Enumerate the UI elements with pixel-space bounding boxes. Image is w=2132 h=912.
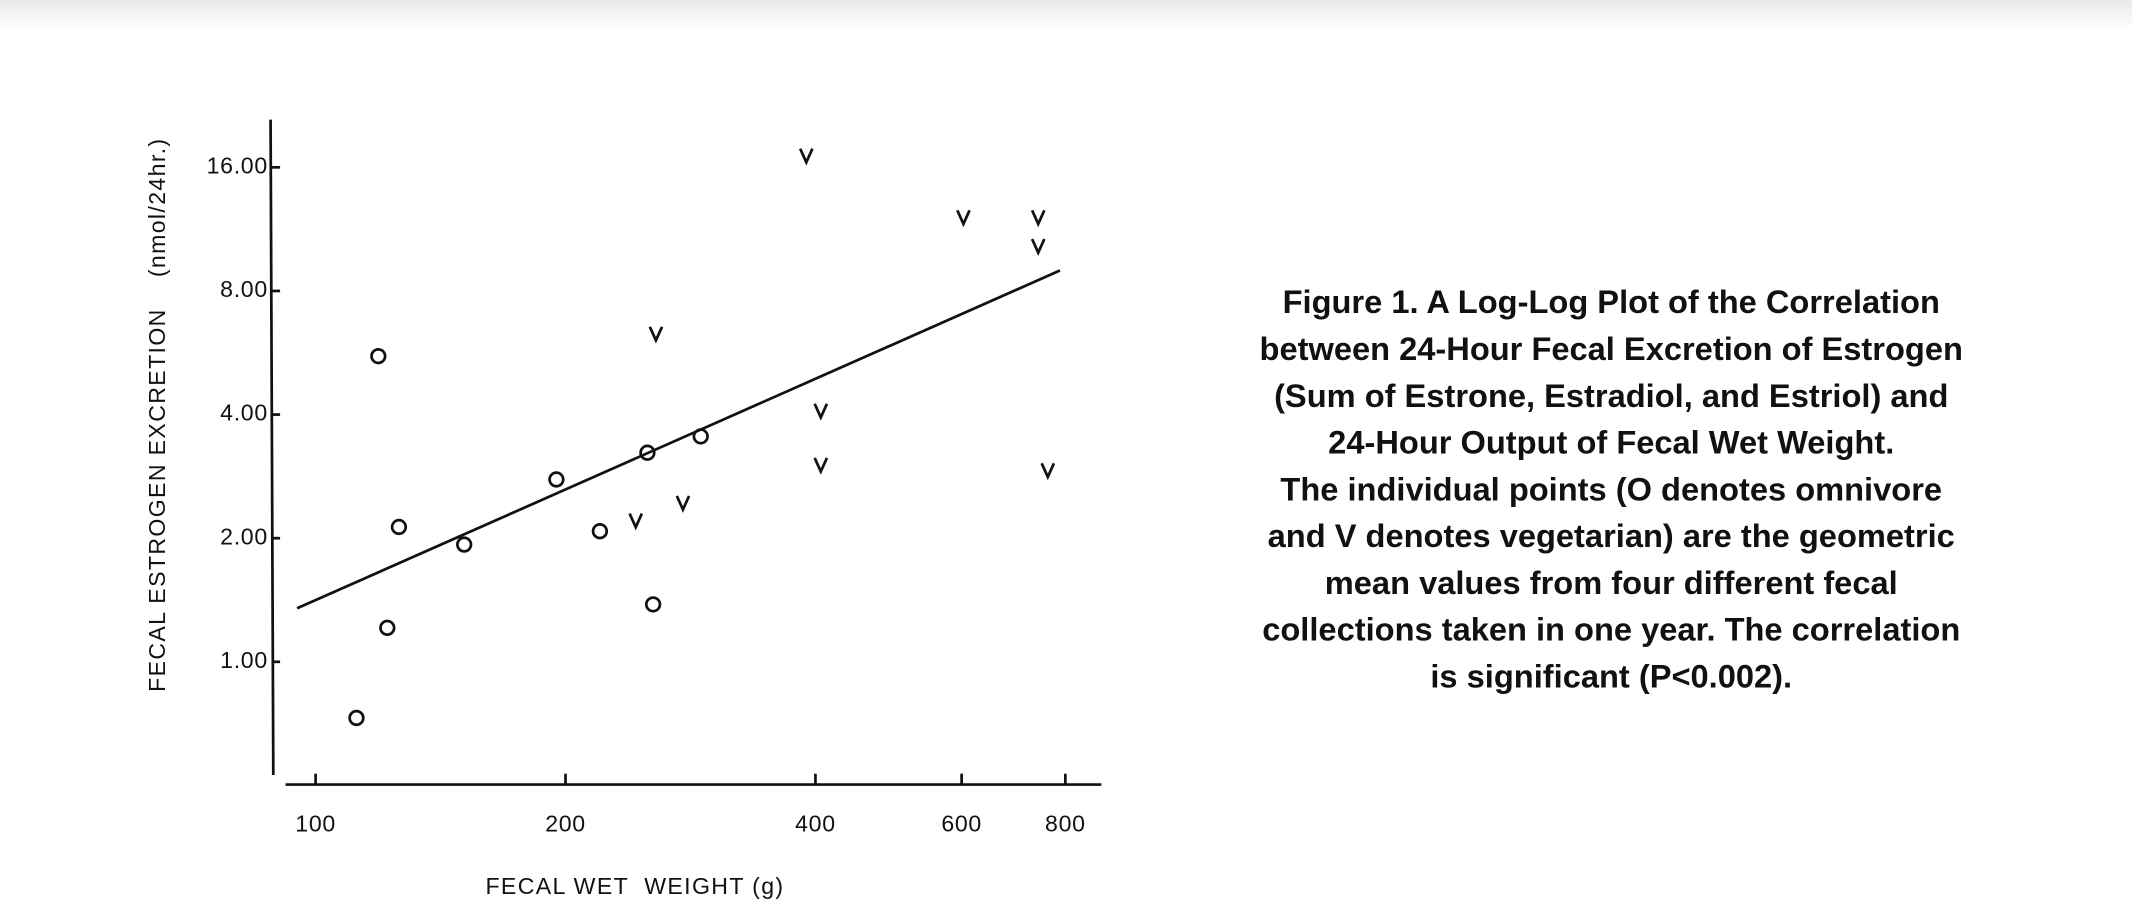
point-o <box>692 428 709 445</box>
caption-line: The individual points (O denotes omnivor… <box>1280 470 1942 507</box>
y-tick-label: 8.00 <box>220 276 268 302</box>
point-v <box>1030 209 1046 228</box>
point-o <box>348 709 365 727</box>
point-o <box>591 523 609 540</box>
caption-line: between 24-Hour Fecal Excretion of Estro… <box>1260 330 1963 367</box>
caption-line: (Sum of Estrone, Estradiol, and Estriol)… <box>1274 377 1948 414</box>
point-o <box>379 619 396 636</box>
point-o <box>644 596 662 613</box>
y-tick-label: 16.00 <box>207 152 268 178</box>
point-v <box>1040 462 1056 481</box>
y-tick-label: 4.00 <box>220 400 268 426</box>
point-v <box>798 148 814 166</box>
trend-line <box>296 269 1061 610</box>
point-o <box>456 536 473 553</box>
top-band <box>0 0 2132 30</box>
point-v <box>648 326 664 344</box>
x-axis-label: FECAL WET WEIGHT (g) <box>485 873 784 899</box>
y-tick-label: 2.00 <box>220 523 268 549</box>
point-v <box>1030 238 1046 256</box>
point-o <box>639 444 656 461</box>
caption: Figure 1. A Log-Log Plot of the Correlat… <box>1260 283 1963 694</box>
y-axis <box>269 119 275 776</box>
point-v <box>813 403 829 421</box>
y-axis-label: FECAL ESTROGEN EXCRETION (nmol/24hr.) <box>144 138 170 692</box>
caption-line: 24-Hour Output of Fecal Wet Weight. <box>1328 424 1894 461</box>
caption-line: is significant (P<0.002). <box>1430 657 1792 694</box>
point-v <box>813 457 829 475</box>
point-v <box>675 495 691 513</box>
caption-line: mean values from four different fecal <box>1325 564 1898 601</box>
caption-line: collections taken in one year. The corre… <box>1262 611 1960 648</box>
x-tick-label: 200 <box>545 810 586 836</box>
point-o <box>548 471 565 488</box>
point-v <box>628 513 644 531</box>
x-tick-label: 100 <box>295 810 336 836</box>
x-tick-label: 400 <box>795 810 836 836</box>
y-tick-label: 1.00 <box>220 647 268 673</box>
point-o <box>390 518 408 536</box>
point-o <box>370 348 387 365</box>
caption-line: and V denotes vegetarian) are the geomet… <box>1268 517 1955 554</box>
point-v <box>956 209 971 228</box>
x-tick-label: 800 <box>1045 810 1086 836</box>
x-tick-label: 600 <box>941 810 982 836</box>
caption-line: Figure 1. A Log-Log Plot of the Correlat… <box>1283 283 1940 320</box>
